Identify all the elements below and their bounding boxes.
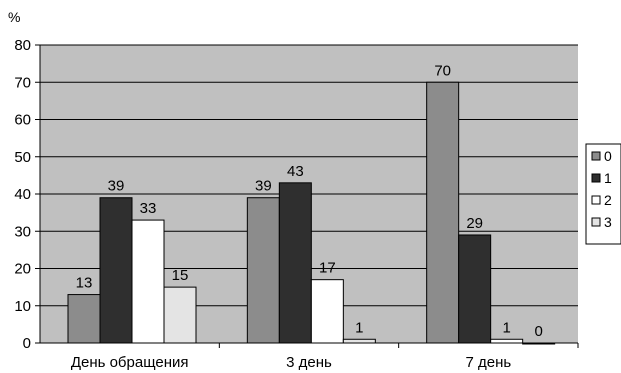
y-tick-label: 60 — [14, 112, 31, 129]
legend-label: 1 — [604, 170, 612, 186]
y-tick-label: 0 — [23, 335, 31, 352]
bar — [278, 182, 312, 344]
y-tick-label: 10 — [14, 298, 31, 315]
y-tick-label: 70 — [14, 74, 31, 91]
legend-swatch — [591, 173, 601, 183]
legend-swatch — [591, 151, 601, 161]
legend-label: 0 — [604, 148, 612, 164]
data-label: 70 — [434, 62, 451, 79]
data-label: 1 — [502, 319, 510, 336]
y-tick-label: 30 — [14, 223, 31, 240]
data-label: 17 — [319, 260, 336, 277]
bar — [131, 219, 165, 344]
y-tick-labels: 0 10 20 30 40 50 60 70 80 — [14, 37, 31, 352]
category-label: 7 день — [465, 354, 511, 371]
bar — [67, 294, 101, 344]
legend-label: 2 — [604, 192, 612, 208]
bar — [426, 81, 460, 344]
legend-label: 3 — [604, 214, 612, 230]
bar — [310, 279, 344, 344]
data-label: 43 — [287, 163, 304, 180]
bars — [67, 81, 579, 348]
bar — [458, 234, 492, 344]
category-label: 3 день — [286, 354, 332, 371]
y-tick-label: 40 — [14, 186, 31, 203]
bar — [342, 338, 376, 344]
data-label: 39 — [108, 178, 125, 195]
data-labels: 13 39 33 15 39 43 17 1 70 29 1 0 — [76, 62, 543, 340]
legend: 0 1 2 3 — [585, 143, 621, 245]
legend-swatch — [591, 195, 601, 205]
x-category-labels: День обращения 3 день 7 день — [71, 354, 512, 371]
bar — [490, 338, 524, 344]
category-label: День обращения — [71, 354, 189, 371]
y-tick-label: 80 — [14, 37, 31, 54]
data-label: 13 — [76, 275, 93, 292]
bar — [163, 286, 197, 344]
bar — [99, 197, 133, 344]
y-tick-label: 50 — [14, 149, 31, 166]
data-label: 15 — [172, 267, 189, 284]
data-label: 1 — [355, 319, 363, 336]
legend-swatch — [591, 217, 601, 227]
data-label: 39 — [255, 178, 272, 195]
data-label: 33 — [140, 200, 157, 217]
bar — [246, 197, 280, 344]
y-axis-unit: % — [8, 9, 20, 25]
data-label: 0 — [534, 323, 542, 340]
bar — [522, 342, 556, 345]
data-label: 29 — [466, 215, 483, 232]
legend-box — [585, 143, 621, 245]
y-tick-label: 20 — [14, 261, 31, 278]
